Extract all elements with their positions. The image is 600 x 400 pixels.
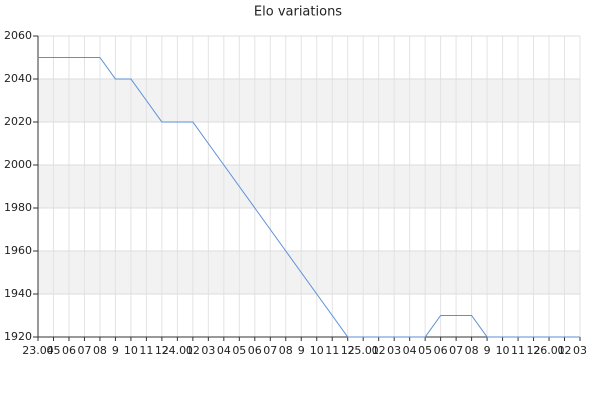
x-tick-label: 07	[449, 344, 463, 357]
y-tick-label: 1940	[4, 287, 32, 300]
x-tick-label: 11	[139, 344, 153, 357]
y-tick-label: 2000	[4, 158, 32, 171]
series-line	[38, 57, 580, 338]
grid-band	[38, 79, 580, 122]
x-tick-label: 10	[496, 344, 510, 357]
x-tick-label: 9	[298, 344, 305, 357]
x-tick-label: 02	[372, 344, 386, 357]
x-tick-label: 03	[573, 344, 587, 357]
y-tick-label: 1920	[4, 330, 32, 343]
x-tick-label: 11	[325, 344, 339, 357]
grid-band	[38, 165, 580, 208]
x-tick-label: 11	[511, 344, 525, 357]
x-tick-label: 07	[77, 344, 91, 357]
x-tick-label: 10	[124, 344, 138, 357]
x-tick-label: 23.04	[22, 344, 54, 357]
x-tick-label: 02	[186, 344, 200, 357]
x-tick-label: 12	[527, 344, 541, 357]
x-tick-label: 06	[248, 344, 262, 357]
x-tick-label: 25.01	[347, 344, 379, 357]
x-tick-label: 10	[310, 344, 324, 357]
x-tick-label: 06	[62, 344, 76, 357]
x-tick-label: 12	[155, 344, 169, 357]
x-tick-label: 9	[484, 344, 491, 357]
x-tick-label: 08	[279, 344, 293, 357]
grid-band	[38, 251, 580, 294]
x-tick-label: 08	[465, 344, 479, 357]
x-tick-label: 03	[387, 344, 401, 357]
x-tick-label: 05	[46, 344, 60, 357]
y-tick-label: 1960	[4, 244, 32, 257]
x-tick-label: 9	[112, 344, 119, 357]
x-tick-label: 07	[263, 344, 277, 357]
x-tick-label: 05	[232, 344, 246, 357]
y-tick-label: 2020	[4, 115, 32, 128]
x-tick-label: 04	[403, 344, 417, 357]
y-tick-label: 2060	[4, 29, 32, 42]
x-tick-label: 02	[558, 344, 572, 357]
y-tick-label: 2040	[4, 72, 32, 85]
x-tick-label: 26.01	[533, 344, 565, 357]
y-tick-label: 1980	[4, 201, 32, 214]
x-tick-label: 04	[217, 344, 231, 357]
x-tick-label: 12	[341, 344, 355, 357]
x-tick-label: 08	[93, 344, 107, 357]
x-tick-label: 06	[434, 344, 448, 357]
x-tick-label: 24.01	[162, 344, 194, 357]
chart-title: Elo variations	[254, 5, 342, 20]
x-tick-label: 03	[201, 344, 215, 357]
x-tick-label: 05	[418, 344, 432, 357]
